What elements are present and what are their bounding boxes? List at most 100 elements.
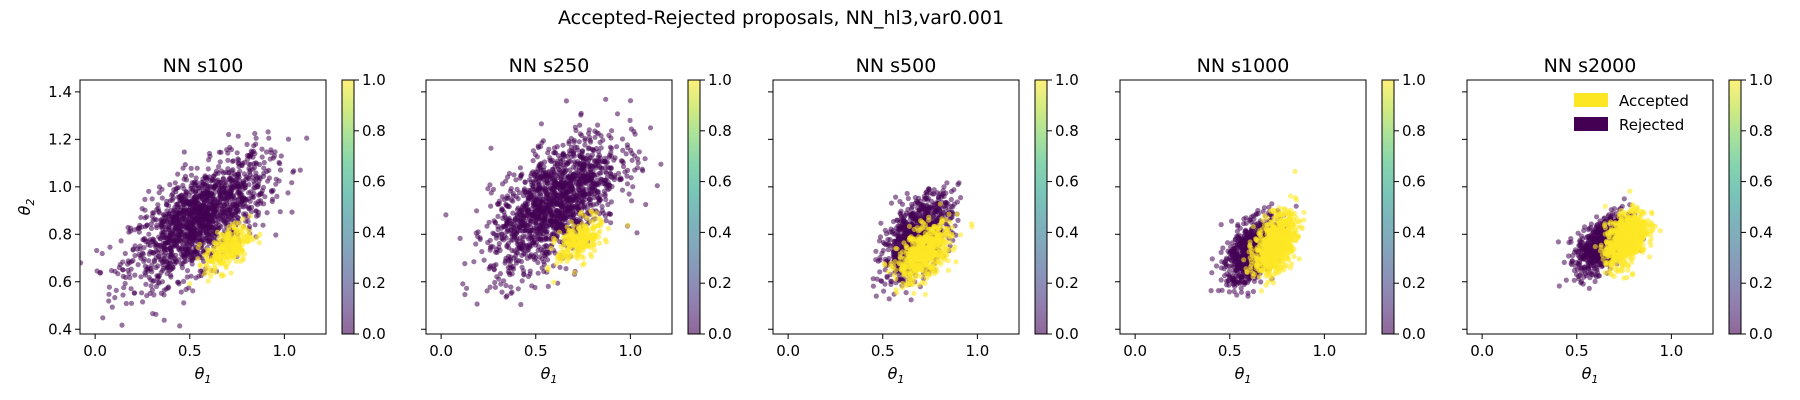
- rejected-point: [150, 249, 156, 256]
- rejected-point: [532, 186, 538, 193]
- rejected-point: [621, 163, 627, 170]
- rejected-point: [589, 175, 595, 181]
- rejected-point: [132, 272, 138, 278]
- accepted-point: [934, 265, 940, 271]
- rejected-point: [175, 279, 181, 285]
- rejected-point: [146, 258, 152, 264]
- rejected-point: [945, 201, 951, 207]
- rejected-point: [189, 257, 195, 263]
- rejected-point: [504, 244, 510, 250]
- rejected-point: [574, 144, 580, 150]
- rejected-point: [515, 286, 521, 292]
- rejected-point: [522, 206, 528, 212]
- rejected-point: [148, 283, 154, 289]
- rejected-point: [552, 213, 558, 220]
- rejected-point: [236, 174, 242, 180]
- rejected-point: [518, 258, 525, 265]
- accepted-point: [625, 222, 631, 228]
- rejected-point: [526, 187, 532, 193]
- accepted-point: [555, 254, 561, 260]
- rejected-point: [587, 200, 593, 206]
- rejected-point: [162, 255, 168, 261]
- rejected-point: [521, 189, 527, 195]
- rejected-point: [950, 211, 956, 217]
- rejected-point: [527, 243, 533, 249]
- rejected-point: [873, 293, 879, 299]
- rejected-point: [271, 153, 277, 159]
- rejected-point: [153, 283, 159, 290]
- rejected-point: [200, 216, 206, 222]
- accepted-point: [949, 224, 955, 230]
- accepted-point: [918, 273, 924, 279]
- rejected-point: [888, 278, 894, 284]
- colorbar: 0.00.20.40.60.81.0: [1034, 71, 1079, 343]
- rejected-point: [194, 195, 200, 201]
- rejected-point: [189, 212, 195, 219]
- plot-frame: [425, 79, 673, 335]
- rejected-point: [179, 265, 185, 271]
- accepted-point: [239, 228, 245, 234]
- rejected-point: [548, 171, 554, 178]
- accepted-point: [932, 270, 938, 277]
- scatter-panels: NN s1000.0 0.5 1.00.40.60.81.01.21.4θ1θ20.…: [15, 55, 1773, 386]
- rejected-point: [120, 273, 126, 279]
- accepted-point: [939, 218, 946, 224]
- rejected-point: [529, 237, 535, 243]
- panel-title: NN s250: [509, 55, 590, 77]
- rejected-point: [629, 157, 635, 163]
- rejected-point: [560, 142, 566, 148]
- accepted-point: [913, 274, 919, 280]
- rejected-point: [218, 149, 224, 155]
- rejected-point: [256, 178, 262, 184]
- rejected-point: [180, 261, 186, 267]
- rejected-point: [519, 278, 525, 284]
- rejected-point: [204, 209, 210, 215]
- rejected-point: [183, 286, 189, 293]
- rejected-point: [244, 156, 250, 162]
- rejected-point: [471, 259, 477, 265]
- rejected-point: [544, 191, 551, 197]
- rejected-point: [246, 204, 252, 210]
- rejected-point: [487, 284, 493, 290]
- rejected-point: [519, 264, 525, 270]
- accepted-point: [899, 285, 906, 291]
- rejected-point: [232, 197, 238, 203]
- rejected-point: [530, 148, 537, 154]
- rejected-point: [521, 251, 527, 257]
- rejected-point: [234, 150, 240, 156]
- rejected-point: [522, 218, 528, 224]
- rejected-point: [272, 149, 278, 155]
- rejected-point: [603, 218, 609, 224]
- rejected-point: [608, 220, 614, 226]
- rejected-point: [904, 190, 910, 197]
- rejected-point: [602, 165, 608, 171]
- rejected-point: [536, 231, 542, 237]
- rejected-point: [235, 156, 241, 162]
- rejected-point: [553, 150, 559, 156]
- accepted-point: [560, 249, 567, 255]
- rejected-point: [253, 141, 259, 147]
- rejected-point: [595, 122, 601, 128]
- rejected-point: [235, 160, 241, 166]
- rejected-point: [222, 213, 229, 219]
- rejected-point: [542, 185, 548, 192]
- rejected-point: [156, 184, 163, 190]
- rejected-point: [877, 255, 883, 261]
- rejected-point: [591, 187, 597, 193]
- accepted-point: [918, 218, 924, 224]
- rejected-point: [958, 195, 964, 201]
- rejected-point: [878, 278, 885, 284]
- rejected-point: [464, 285, 470, 291]
- rejected-point: [874, 276, 880, 282]
- rejected-point: [285, 136, 292, 142]
- rejected-point: [231, 205, 237, 212]
- accepted-point: [584, 241, 590, 247]
- accepted-point: [907, 281, 914, 287]
- rejected-point: [536, 182, 542, 188]
- rejected-point: [131, 290, 137, 296]
- plot-frame: [79, 79, 327, 335]
- rejected-point: [148, 225, 155, 231]
- rejected-point: [153, 311, 159, 317]
- accepted-point: [920, 244, 926, 250]
- rejected-point: [597, 155, 603, 161]
